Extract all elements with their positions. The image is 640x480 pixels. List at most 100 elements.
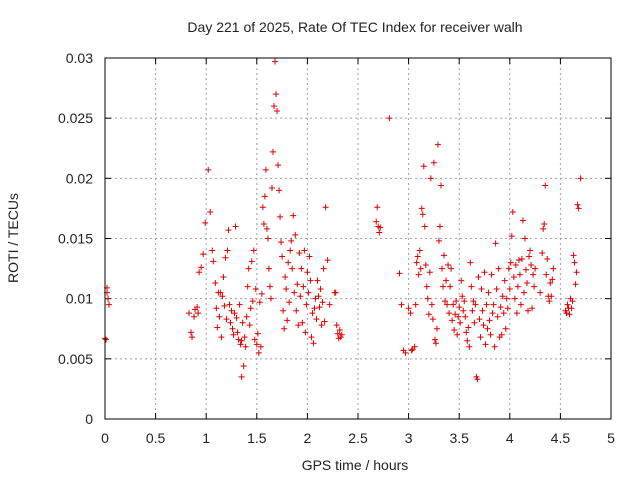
data-point [105,295,112,302]
data-point [542,182,549,189]
data-point [272,58,279,65]
data-point [322,204,329,211]
data-point [498,331,505,338]
y-tick-label: 0.005 [58,351,93,367]
data-point [466,343,473,350]
data-point [237,341,244,348]
data-point [423,283,430,290]
data-point [292,231,299,238]
data-point [476,316,483,323]
data-point [413,259,420,266]
data-point [273,91,280,98]
data-point [280,307,287,314]
data-point [283,286,290,293]
data-point [298,265,305,272]
data-point [577,175,584,182]
data-point [235,336,242,343]
data-point [478,286,485,293]
data-point [504,305,511,312]
data-point [226,301,233,308]
data-point [475,274,482,281]
data-point [516,271,523,278]
data-point [269,148,276,155]
data-point [508,233,515,240]
data-point [230,331,237,338]
data-point [240,363,247,370]
data-point [205,166,212,173]
data-point [332,289,339,296]
plot-frame [104,57,612,420]
data-point [568,305,575,312]
data-point [229,325,236,332]
data-point [517,301,524,308]
x-axis-title: GPS time / hours [302,457,409,473]
data-point [376,229,383,236]
data-point [415,271,422,278]
data-point [472,301,479,308]
data-point [518,255,525,262]
data-point [509,209,516,216]
data-point [307,277,314,284]
data-point [471,319,478,326]
data-point [429,316,436,323]
data-point [228,307,235,314]
data-point [290,212,297,219]
data-point [198,264,205,271]
x-tick-label: 3 [405,430,413,446]
data-point [451,326,458,333]
data-point [541,221,548,228]
data-point [463,329,470,336]
data-point [243,313,250,320]
data-point [311,305,318,312]
data-point [233,314,240,321]
data-point [213,305,220,312]
data-point [450,301,457,308]
data-point [411,343,418,350]
data-point [499,293,506,300]
data-point [457,319,464,326]
data-point [445,261,452,268]
x-tick-label: 2 [304,430,312,446]
data-point [438,265,445,272]
data-point [222,254,229,261]
data-point [225,227,232,234]
data-point [506,286,513,293]
y-tick-label: 0.015 [58,231,93,247]
data-point [422,261,429,268]
data-point [281,325,288,332]
data-point [319,299,326,306]
data-point [252,286,259,293]
data-point [268,184,275,191]
chart-title: Day 221 of 2025, Rate Of TEC Index for r… [187,19,522,35]
data-point [264,235,271,242]
data-point [418,205,425,212]
data-point [528,261,535,268]
data-point [303,301,310,308]
data-point [575,205,582,212]
data-point [448,265,455,272]
data-points [102,58,584,383]
data-point [248,258,255,265]
data-point [460,307,467,314]
data-point [454,331,461,338]
data-point [259,204,266,211]
data-point [433,325,440,332]
data-point [324,257,331,264]
data-point [470,298,477,305]
data-point [414,253,421,260]
data-point [543,271,550,278]
data-point [436,223,443,230]
data-point [234,329,241,336]
data-point [525,307,532,314]
data-point [254,330,261,337]
y-tick-label: 0 [85,411,93,427]
data-point [374,204,381,211]
data-point [513,310,520,317]
data-point [189,334,196,341]
data-point [505,265,512,272]
data-point [326,301,333,308]
data-point [279,253,286,260]
data-point [296,249,303,256]
data-point [529,305,536,312]
data-point [491,343,498,350]
